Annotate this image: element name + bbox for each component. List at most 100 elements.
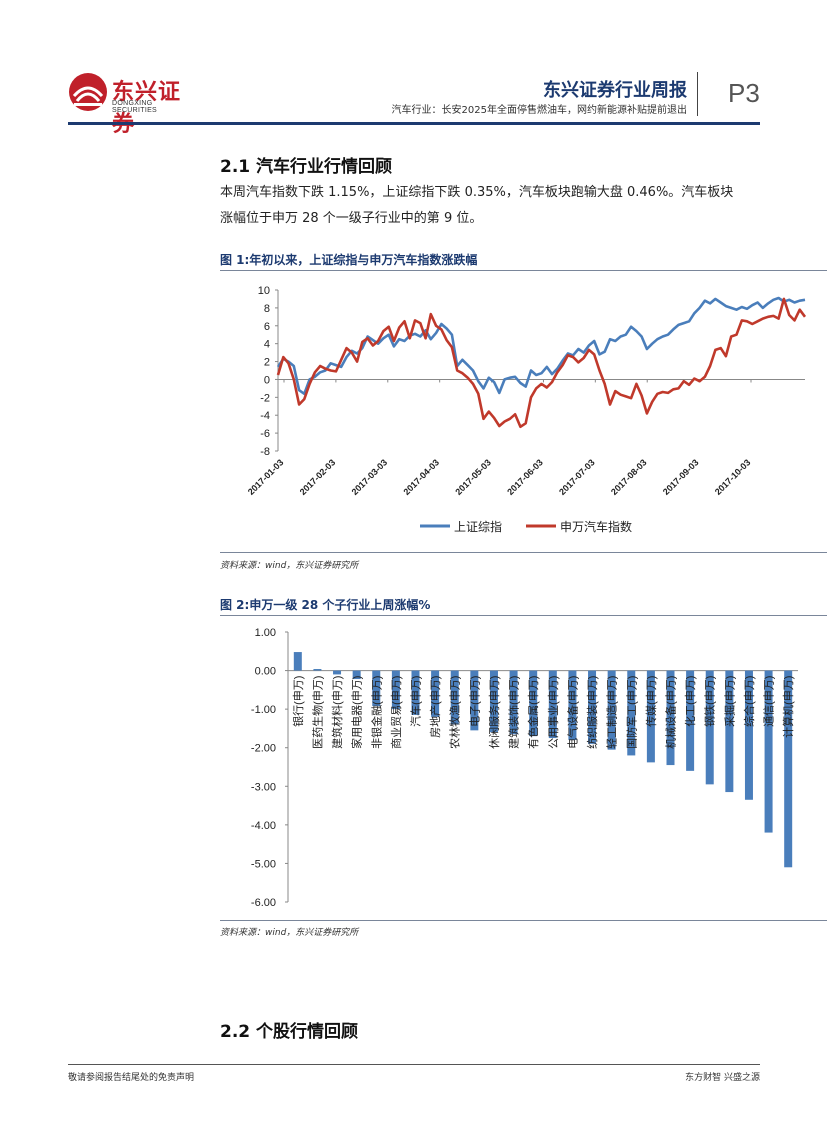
series-line-1 [276,297,807,429]
chart2-bars [293,652,793,868]
category-label: 钢铁(申万) [704,676,717,727]
chart1-legend: 上证综指 申万汽车指数 [420,519,632,534]
y-tick-label: 8 [264,303,270,315]
category-label: 轻工制造(申万) [605,676,619,749]
category-label: 纺织服装(申万) [585,676,599,749]
category-label: 国防军工(申万) [624,676,638,749]
bar [705,670,714,785]
x-tick-label: 2017-09-03 [661,457,701,497]
x-tick-label: 2017-05-03 [453,457,493,497]
chart2-category-labels: 银行(申万) 医药生物(申万) 建筑材料(申万) 家用电器(申万) 非银金融(申万) 商业… [291,676,795,749]
category-label: 休闲服务(申万) [487,676,501,749]
bar [391,670,400,710]
category-label: 电气设备(申万) [565,676,579,749]
category-label: 家用电器(申万) [350,676,364,749]
bar [529,670,538,737]
bar [509,670,518,735]
bar [293,652,302,671]
category-label: 有色金属(申万) [526,676,540,749]
y-tick-label: -2.00 [251,743,276,755]
header-rule [68,122,760,125]
category-label: 电子(申万) [468,676,481,727]
bar [352,670,361,680]
category-label: 房地产(申万) [428,676,442,738]
x-tick-label: 2017-03-03 [350,457,390,497]
category-label: 银行(申万) [291,676,305,727]
y-tick-label: -2 [260,392,270,404]
y-tick-label: 1.00 [255,627,276,639]
x-tick-label: 2017-04-03 [401,457,441,497]
x-tick-label: 2017-10-03 [713,457,753,497]
footer-slogan: 东方财智 兴盛之源 [685,1073,760,1083]
y-tick-label: -4 [260,410,270,422]
logo-emblem-icon [69,73,107,111]
category-label: 计算机(申万) [781,676,795,738]
x-tick-label: 2017-08-03 [609,457,649,497]
section-title-2-1: 2.1 汽车行业行情回顾 [220,157,393,177]
bar [411,670,420,715]
y-tick-label: -6.00 [251,897,276,909]
x-tick-label: 2017-07-03 [557,457,597,497]
y-tick-label: -6 [260,428,270,440]
paragraph-line-1: 本周汽车指数下跌 1.15%，上证综指下跌 0.35%，汽车板块跑输大盘 0.4… [220,185,734,200]
legend-label-1: 申万汽车指数 [560,519,632,534]
bar [686,670,695,771]
bar [568,670,577,740]
page-number: P3 [728,78,760,108]
category-label: 商业贸易(申万) [389,676,403,749]
y-tick-label: 6 [264,321,270,333]
figure1-top-rule [220,270,827,271]
bar [450,670,459,725]
category-label: 汽车(申万) [409,676,423,727]
chart2-axes: 1.00 0.00 -1.00 -2.00 -3.00 -4.00 -5.00 -6.00 [251,627,798,909]
paragraph-line-2: 涨幅位于申万 28 个一级子行业中的第 9 位。 [220,211,483,226]
figure2-title: 图 2:申万一级 28 个子行业上周涨幅% [220,598,431,612]
y-tick-label: 2 [264,357,270,369]
bar [431,670,440,717]
section-paragraph: 本周汽车指数下跌 1.15%，上证综指下跌 0.35%，汽车板块跑输大盘 0.4… [220,180,780,232]
bar [588,670,597,744]
category-label: 建筑材料(申万) [330,676,344,749]
y-tick-label: -5.00 [251,858,276,870]
bar [607,670,616,750]
category-label: 公用事业(申万) [547,676,560,749]
footer-disclaimer: 敬请参阅报告结尾处的免责声明 [68,1073,195,1083]
y-tick-label: 10 [258,285,270,297]
category-label: 通信(申万) [763,676,776,727]
bar [470,670,479,731]
bar [666,670,675,766]
y-tick-label: -1.00 [251,704,276,716]
chart1-series [276,296,807,429]
y-tick-label: -8 [260,446,270,458]
bar [313,669,322,671]
category-label: 采掘(申万) [722,676,736,727]
bar [744,670,753,800]
y-tick-label: 0.00 [255,666,276,678]
category-label: 传媒(申万) [645,676,658,727]
figure1-source: 资料来源：wind，东兴证券研究所 [220,561,359,571]
bar [627,670,636,756]
category-label: 医药生物(申万) [310,676,324,749]
company-logo: 东兴证券 DONGXING SECURITIES [68,72,198,137]
category-label: 化工(申万) [683,676,697,727]
figure1-title: 图 1:年初以来，上证综指与申万汽车指数涨跌幅 [220,253,478,267]
category-label: 综合(申万) [742,676,756,727]
bar-chart: 1.00 0.00 -1.00 -2.00 -3.00 -4.00 -5.00 -6.00 银… [251,627,798,909]
section-title-2-2: 2.2 个股行情回顾 [220,1022,359,1042]
figure2-bottom-rule [220,920,827,921]
category-label: 机械设备(申万) [664,676,678,749]
footer-rule [68,1064,760,1065]
figure1-bottom-rule [220,552,827,553]
logo-text-en: DONGXING SECURITIES [112,100,158,114]
logo-text-cn: 东兴证券 [112,80,182,137]
y-tick-label: 4 [264,339,270,351]
category-label: 农林牧渔(申万) [448,676,462,749]
category-label: 非银金融(申万) [369,676,383,749]
y-tick-label: -3.00 [251,781,276,793]
bar [764,670,773,833]
legend-label-0: 上证综指 [454,519,502,534]
report-title: 东兴证券行业周报 [543,80,687,101]
x-tick-label: 2017-06-03 [505,457,545,497]
bar [333,670,342,675]
